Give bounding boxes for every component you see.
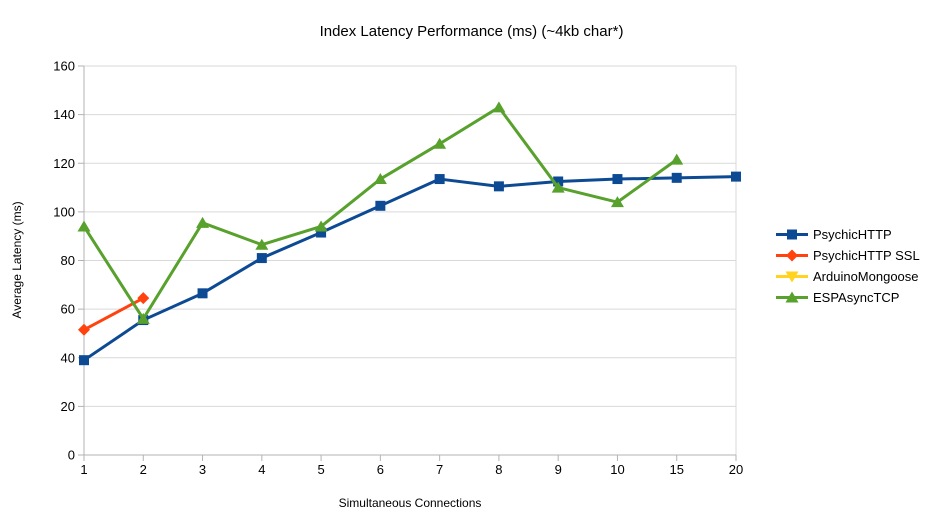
legend-item-label: PsychicHTTP [813,227,892,242]
legend-marker [787,229,797,240]
data-point-marker [197,288,208,299]
legend-item-psychichttp-ssl: PsychicHTTP SSL [776,248,920,263]
data-point-marker [137,292,150,305]
data-point-marker [612,174,623,185]
y-tick-label: 80 [61,253,75,268]
y-tick-label: 0 [68,448,75,463]
y-tick-label: 140 [53,107,75,122]
data-point-marker [610,196,624,208]
legend-item-espasynctcp: ESPAsyncTCP [776,290,920,305]
data-point-marker [316,227,327,238]
series-line [82,105,678,321]
data-point-marker [731,171,741,182]
data-point-marker [434,174,445,185]
data-point-marker [314,220,328,232]
y-tick-label: 60 [61,302,75,317]
y-tick-label: 120 [53,156,75,171]
data-point-marker [671,172,682,183]
x-tick-label: 2 [140,462,147,477]
y-tick-label: 40 [61,350,75,365]
legend-marker [785,291,799,303]
x-tick-label: 4 [258,462,265,477]
series-psychichttp [79,171,741,366]
data-point-marker [255,238,269,250]
y-tick-label: 20 [61,399,75,414]
legend-item-arduinomongoose: ArduinoMongoose [776,269,920,284]
data-point-marker [136,312,150,324]
legend-item-label: ESPAsyncTCP [813,290,900,305]
legend-marker [785,271,799,283]
data-point-marker [492,101,506,113]
legend-marker-icon [776,271,808,283]
tick-labels: 0 20 40 60 80 100 120 140 160 1 2 3 4 5 6 7 8 9 10 15 20 [53,59,743,478]
tick-marks [78,65,737,461]
x-tick-label: 1 [80,462,87,477]
x-tick-label: 6 [377,462,384,477]
gridlines [84,65,737,455]
data-point-marker [196,216,210,228]
data-point-marker [375,200,386,211]
y-tick-label: 100 [53,204,75,219]
x-tick-label: 8 [495,462,502,477]
x-tick-label: 10 [610,462,624,477]
legend-item-psychichttp: PsychicHTTP [776,227,920,242]
x-tick-label: 3 [199,462,206,477]
data-point-marker [433,137,447,149]
data-point-marker [373,173,387,185]
legend-marker-icon [776,249,808,262]
chart-title: Index Latency Performance (ms) (~4kb cha… [319,23,624,40]
data-point-marker [78,323,90,336]
x-tick-label: 20 [729,462,743,477]
legend-marker-icon [776,229,808,240]
legend-item-label: ArduinoMongoose [813,269,919,284]
y-tick-label: 160 [53,59,75,74]
data-point-marker [553,176,564,187]
data-point-marker [256,253,267,264]
x-tick-label: 15 [669,462,683,477]
legend-item-label: PsychicHTTP SSL [813,248,920,263]
series-espasynctcp [77,101,684,324]
data-point-marker [551,181,565,193]
x-tick-label: 9 [555,462,562,477]
legend-marker-icon [776,291,808,303]
data-point-marker [79,355,89,366]
x-tick-label: 7 [436,462,443,477]
data-point-marker [493,181,504,192]
x-axis-title: Simultaneous Connections [338,496,482,510]
data-point-marker [77,220,91,232]
series-line [83,175,737,362]
x-tick-label: 5 [317,462,324,477]
legend: PsychicHTTP PsychicHTTP SSL ArduinoMongoos… [776,227,920,311]
data-point-marker [670,153,684,165]
legend-marker [786,249,798,262]
